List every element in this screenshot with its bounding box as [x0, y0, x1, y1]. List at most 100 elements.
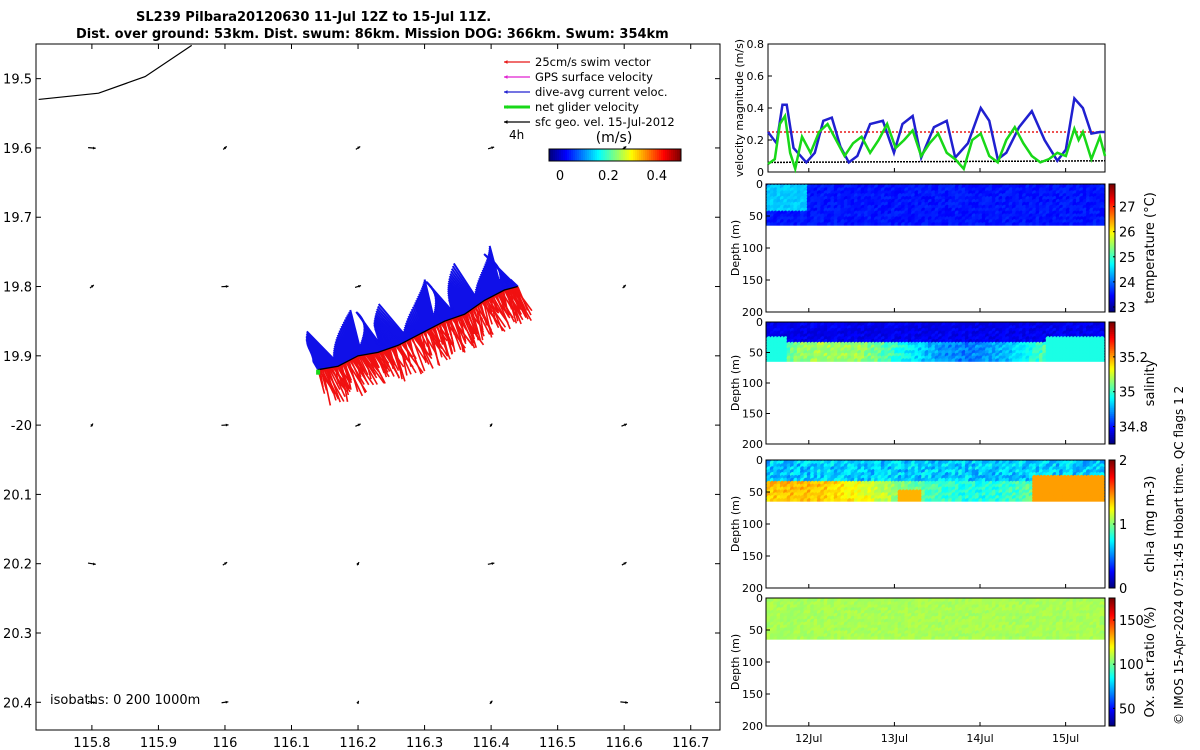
speed-colorbar-label: (m/s) [596, 130, 633, 146]
sfc-geo-velocity-arrow [487, 146, 495, 150]
isobaths-label: isobaths: 0 200 1000m [50, 693, 200, 708]
salinity-ytick-label: 150 [742, 408, 763, 421]
temperature-ctick-label: 24 [1119, 276, 1136, 291]
oxsat-colorbar [1108, 597, 1116, 727]
sfc-geo-velocity-arrow [356, 700, 360, 704]
temperature-ctick-label: 25 [1119, 251, 1136, 266]
legend-arrow-2 [504, 90, 530, 94]
salinity-ctick-label: 34.8 [1119, 421, 1148, 436]
figure-title-line2: Dist. over ground: 53km. Dist. swum: 86k… [76, 27, 669, 42]
legend-label-0: 25cm/s swim vector [535, 55, 651, 69]
sfc-geo-velocity-arrow [622, 284, 627, 289]
oxsat-ytick-label: 50 [749, 624, 763, 637]
map-xtick-label: 116.4 [473, 736, 510, 750]
map-xtick-label: 115.9 [140, 736, 177, 750]
chla-ytick-label: 100 [742, 518, 763, 531]
velocity-series-3 [767, 112, 1107, 174]
oxsat-ctick-label: 150 [1119, 614, 1144, 629]
chla-ytick-label: 0 [756, 454, 763, 467]
speed-colorbar-tick: 0.2 [598, 169, 619, 184]
net-velocity-marker [316, 369, 321, 375]
map-ytick-label: 19.6 [3, 142, 32, 157]
temperature-ctick-label: 26 [1119, 226, 1136, 241]
legend-arrow-0 [504, 60, 530, 64]
salinity-ytick-label: 50 [749, 347, 763, 360]
oxsat-clabel: Ox. sat. ratio (%) [1143, 607, 1158, 718]
velocity-ytick-label: 0.8 [747, 38, 765, 51]
salinity-clabel: salinity [1143, 359, 1158, 406]
sfc-geo-velocity-arrow [87, 562, 96, 566]
map-xtick-label: 115.8 [73, 736, 110, 750]
interval-label: 4h [509, 128, 524, 142]
sfc-geo-velocity-arrow [222, 145, 228, 150]
oxsat-ylabel: Depth (m) [729, 634, 742, 690]
date-tick-label: 14Jul [966, 732, 993, 745]
oxsat-ytick-label: 0 [756, 592, 763, 605]
map-xtick-label: 116.6 [606, 736, 643, 750]
sfc-geo-velocity-arrow [88, 146, 96, 150]
sfc-geo-velocity-arrow [620, 700, 629, 704]
temperature-ylabel: Depth (m) [729, 220, 742, 276]
chla-ctick-label: 1 [1119, 518, 1127, 533]
sfc-geo-velocity-arrow [621, 423, 628, 427]
chla-ytick-label: 50 [749, 486, 763, 499]
temperature-ytick-label: 150 [742, 274, 763, 287]
legend-label-2: dive-avg current veloc. [535, 85, 668, 99]
map-ytick-label: 20.3 [3, 627, 32, 642]
legend-label-3: net glider velocity [535, 100, 639, 114]
dive-avg-current-vectors [305, 245, 519, 371]
sfc-geo-velocity-arrow [221, 423, 229, 427]
salinity-ctick-label: 35.2 [1119, 351, 1148, 366]
temperature-ytick-label: 50 [749, 210, 763, 223]
sfc-geo-velocity-arrow [621, 561, 627, 566]
chla-ytick-label: 150 [742, 550, 763, 563]
temperature-ctick-label: 27 [1119, 201, 1136, 216]
salinity-section [766, 322, 1105, 444]
velocity-ytick-label: 0 [757, 166, 764, 179]
map-xtick-label: 116.5 [539, 736, 576, 750]
salinity-ytick-label: 100 [742, 377, 763, 390]
chla-ctick-label: 0 [1119, 582, 1127, 597]
map-ytick-label: 19.9 [3, 350, 32, 365]
sfc-geo-velocity-arrow [221, 700, 229, 704]
swim-vectors [317, 286, 533, 406]
temperature-section [766, 184, 1105, 312]
sfc-geo-velocity-arrow [354, 285, 362, 289]
map-ytick-label: 20.4 [3, 696, 32, 711]
figure-title-line1: SL239 Pilbara20120630 11-Jul 12Z to 15-J… [136, 10, 492, 25]
date-tick-label: 12Jul [795, 732, 822, 745]
chla-ytick-label: 200 [742, 582, 763, 595]
legend-label-1: GPS surface velocity [535, 70, 653, 84]
date-tick-label: 15Jul [1052, 732, 1079, 745]
temperature-ytick-label: 100 [742, 242, 763, 255]
sfc-geo-velocity-arrow [89, 284, 95, 289]
salinity-ytick-label: 200 [742, 438, 763, 451]
sfc-geo-velocity-arrow [222, 561, 228, 566]
legend-label-4: sfc geo. vel. 15-Jul-2012 [535, 115, 675, 129]
sfc-geo-velocity-arrow [87, 700, 96, 704]
chla-ylabel: Depth (m) [729, 496, 742, 552]
oxsat-ctick-label: 100 [1119, 658, 1144, 673]
map-xtick-label: 116.2 [339, 736, 376, 750]
oxsat-ctick-label: 50 [1119, 702, 1136, 717]
oxsat-section [766, 598, 1105, 726]
velocity-ytick-label: 0.6 [747, 70, 765, 83]
temperature-ctick-label: 23 [1119, 301, 1136, 316]
glider-track [318, 285, 518, 371]
map-ytick-label: 20.2 [3, 558, 32, 573]
velocity-ytick-label: 0.4 [747, 102, 765, 115]
velocity-series-1 [767, 160, 1106, 164]
sfc-geo-velocity-arrow [489, 700, 493, 705]
coastline [38, 44, 193, 101]
oxsat-ytick-label: 150 [742, 688, 763, 701]
salinity-ylabel: Depth (m) [729, 355, 742, 411]
legend-arrow-1 [504, 75, 530, 79]
speed-colorbar [548, 148, 682, 162]
date-tick-label: 13Jul [881, 732, 908, 745]
chla-ctick-label: 2 [1119, 454, 1127, 469]
speed-colorbar-tick: 0.4 [646, 169, 667, 184]
sfc-geo-velocity-arrow [487, 562, 495, 565]
legend-arrow-4 [504, 120, 530, 124]
map-ytick-label: -20 [11, 419, 32, 434]
